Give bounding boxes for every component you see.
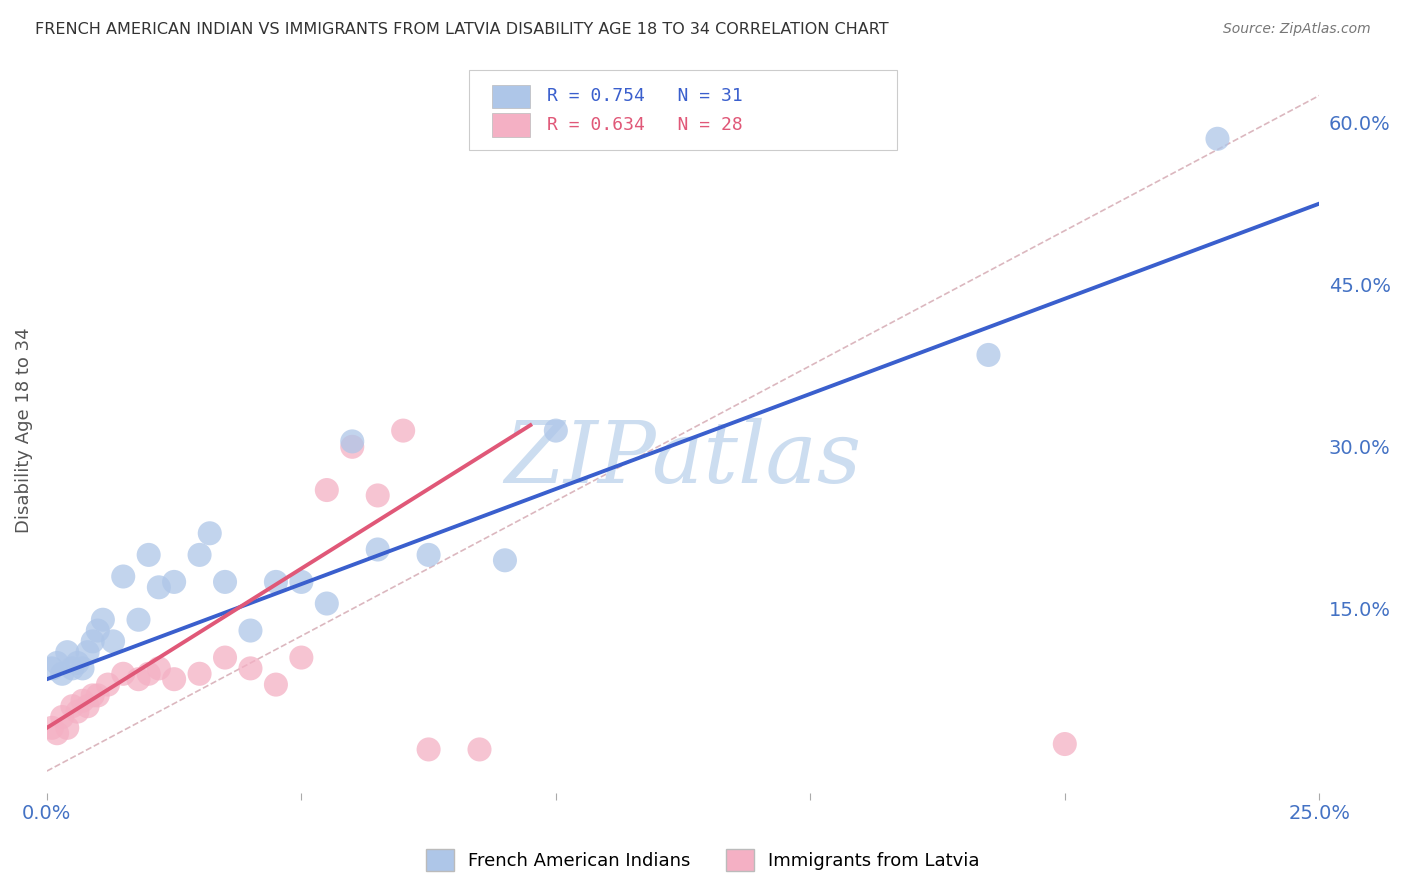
Point xyxy=(72,661,94,675)
Point xyxy=(76,699,98,714)
Point xyxy=(87,624,110,638)
Point xyxy=(188,548,211,562)
Point xyxy=(41,661,63,675)
Point xyxy=(163,574,186,589)
Point xyxy=(138,548,160,562)
Point xyxy=(1053,737,1076,751)
Point xyxy=(342,434,364,449)
Text: R = 0.754   N = 31: R = 0.754 N = 31 xyxy=(547,87,742,105)
Point xyxy=(544,424,567,438)
Point xyxy=(239,624,262,638)
Point xyxy=(128,672,150,686)
Point xyxy=(468,742,491,756)
Y-axis label: Disability Age 18 to 34: Disability Age 18 to 34 xyxy=(15,327,32,533)
Point xyxy=(342,440,364,454)
Point xyxy=(128,613,150,627)
Point xyxy=(148,661,170,675)
Point xyxy=(214,574,236,589)
Point xyxy=(188,666,211,681)
Point xyxy=(82,634,104,648)
Point xyxy=(46,726,69,740)
Text: Source: ZipAtlas.com: Source: ZipAtlas.com xyxy=(1223,22,1371,37)
Point xyxy=(87,689,110,703)
FancyBboxPatch shape xyxy=(492,113,530,136)
Text: R = 0.634   N = 28: R = 0.634 N = 28 xyxy=(547,116,742,134)
Point xyxy=(60,661,83,675)
FancyBboxPatch shape xyxy=(492,85,530,108)
Point xyxy=(977,348,1000,362)
Point xyxy=(239,661,262,675)
Point xyxy=(315,597,337,611)
Point xyxy=(112,666,135,681)
FancyBboxPatch shape xyxy=(470,70,897,151)
Point xyxy=(66,705,89,719)
Point xyxy=(51,710,73,724)
Text: FRENCH AMERICAN INDIAN VS IMMIGRANTS FROM LATVIA DISABILITY AGE 18 TO 34 CORRELA: FRENCH AMERICAN INDIAN VS IMMIGRANTS FRO… xyxy=(35,22,889,37)
Point xyxy=(418,548,440,562)
Point xyxy=(1206,132,1229,146)
Text: ZIPatlas: ZIPatlas xyxy=(505,418,862,501)
Point xyxy=(290,650,312,665)
Point xyxy=(138,666,160,681)
Point xyxy=(56,645,79,659)
Legend: French American Indians, Immigrants from Latvia: French American Indians, Immigrants from… xyxy=(419,842,987,879)
Point xyxy=(101,634,124,648)
Point xyxy=(60,699,83,714)
Point xyxy=(367,542,389,557)
Point xyxy=(315,483,337,497)
Point xyxy=(418,742,440,756)
Point xyxy=(41,721,63,735)
Point xyxy=(163,672,186,686)
Point xyxy=(148,580,170,594)
Point xyxy=(76,645,98,659)
Point xyxy=(56,721,79,735)
Point xyxy=(214,650,236,665)
Point xyxy=(290,574,312,589)
Point xyxy=(72,694,94,708)
Point xyxy=(112,569,135,583)
Point xyxy=(494,553,516,567)
Point xyxy=(66,656,89,670)
Point xyxy=(367,488,389,502)
Point xyxy=(264,677,287,691)
Point xyxy=(51,666,73,681)
Point xyxy=(91,613,114,627)
Point xyxy=(392,424,415,438)
Point xyxy=(198,526,221,541)
Point xyxy=(97,677,120,691)
Point xyxy=(82,689,104,703)
Point xyxy=(46,656,69,670)
Point xyxy=(264,574,287,589)
